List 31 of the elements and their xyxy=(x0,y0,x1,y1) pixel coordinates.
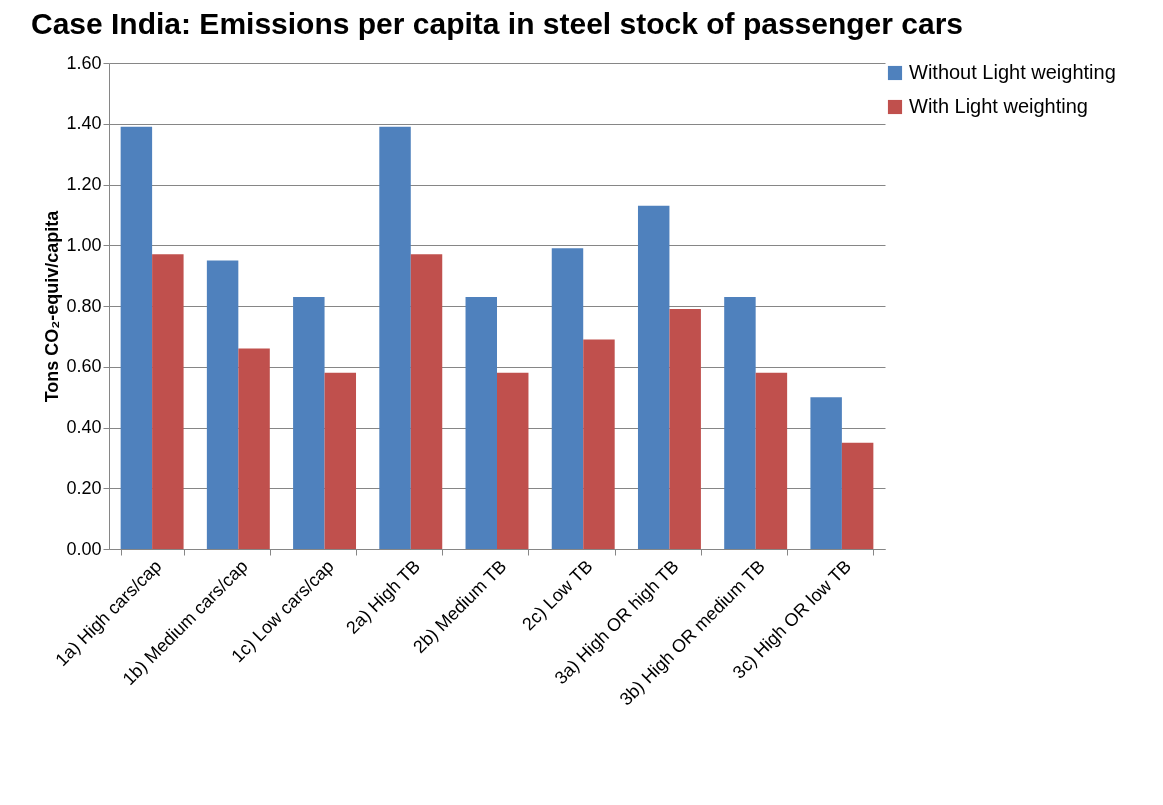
bar xyxy=(755,372,788,549)
bar xyxy=(206,260,239,549)
y-axis-title: Tons CO₂-equiv/capita xyxy=(42,209,63,403)
bar xyxy=(410,254,443,549)
y-tick-label: 1.00 xyxy=(66,234,102,255)
bar xyxy=(120,126,153,549)
bar xyxy=(379,126,411,549)
bar xyxy=(637,205,670,549)
bar xyxy=(497,372,529,549)
y-tick-label: 0.00 xyxy=(66,538,102,559)
y-tick-label: 1.20 xyxy=(66,174,102,194)
y-tick-label: 1.60 xyxy=(66,52,102,73)
bar xyxy=(293,296,325,549)
bar xyxy=(551,248,584,549)
bar xyxy=(669,309,701,549)
bar xyxy=(724,296,756,549)
bar xyxy=(152,254,184,549)
y-tick-label: 0.20 xyxy=(66,477,102,498)
y-tick-label: 1.40 xyxy=(66,113,102,134)
bar xyxy=(841,442,874,549)
bar xyxy=(324,372,357,549)
legend-label: Without Light weighting xyxy=(909,61,1116,83)
y-tick-label: 0.40 xyxy=(66,417,102,437)
chart-title: Case India: Emissions per capita in steel stock of passenger cars xyxy=(30,7,964,40)
bar xyxy=(465,296,497,549)
legend-label: With Light weighting xyxy=(909,95,1088,117)
y-tick-label: 0.80 xyxy=(66,295,102,316)
bar xyxy=(583,339,615,549)
bar xyxy=(810,397,842,549)
y-tick-label: 0.60 xyxy=(66,356,102,377)
bar xyxy=(238,348,270,549)
